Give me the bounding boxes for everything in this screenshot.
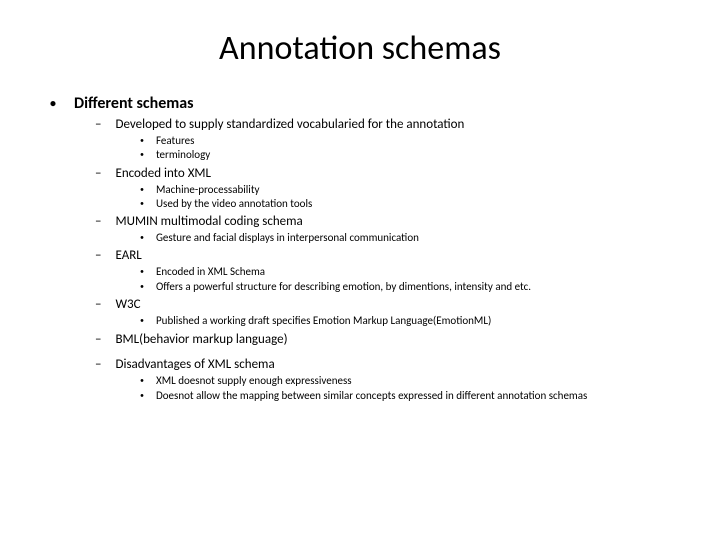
level2-item: – MUMIN multimodal coding schema	[95, 214, 690, 229]
level3-item: • Features	[140, 134, 690, 148]
dash-icon: –	[95, 166, 101, 181]
level3-item: • XML doesnot supply enough expressivenes…	[140, 374, 690, 388]
bullet-icon: •	[140, 233, 144, 243]
bullet-icon: •	[140, 136, 144, 146]
level2-group: – W3C • Published a working draft specifi…	[30, 297, 690, 328]
dash-icon: –	[95, 117, 101, 132]
dash-icon: –	[95, 214, 101, 229]
bullet-icon: •	[140, 150, 144, 160]
level3-item: • Machine-processability	[140, 183, 690, 197]
level2-item: – Developed to supply standardized vocab…	[95, 117, 690, 132]
bullet-icon: •	[140, 185, 144, 195]
level2-group: – EARL • Encoded in XML Schema • Offers a …	[30, 248, 690, 294]
level3-item: • Gesture and facial displays in interper…	[140, 231, 690, 245]
level3-item: • Used by the video annotation tools	[140, 197, 690, 211]
level3-label: Machine-processability	[156, 183, 260, 197]
level2-group: – Encoded into XML • Machine-processabili…	[30, 166, 690, 212]
slide-title: Annotation schemas	[30, 28, 690, 69]
level3-item: • Encoded in XML Schema	[140, 265, 690, 279]
level3-label: Features	[156, 134, 194, 148]
level2-item: – W3C	[95, 297, 690, 312]
level2-label: Disadvantages of XML schema	[115, 357, 274, 372]
level3-label: Used by the video annotation tools	[156, 197, 312, 211]
level2-group: – Disadvantages of XML schema • XML doesn…	[30, 357, 690, 403]
level2-group: – Developed to supply standardized vocab…	[30, 117, 690, 163]
bullet-icon: •	[140, 316, 144, 326]
level1-item: • Different schemas	[50, 94, 690, 113]
level3-label: Encoded in XML Schema	[156, 265, 265, 279]
level2-label: Developed to supply standardized vocabul…	[115, 117, 464, 132]
bullet-icon: •	[50, 97, 56, 111]
bullet-icon: •	[140, 391, 144, 401]
level2-label: MUMIN multimodal coding schema	[115, 214, 302, 229]
level3-label: Doesnot allow the mapping between simila…	[156, 389, 587, 403]
level2-label: Encoded into XML	[115, 166, 211, 181]
level3-label: XML doesnot supply enough expressiveness	[156, 374, 352, 388]
level2-label: BML(behavior markup language)	[115, 332, 287, 347]
level3-item: • Doesnot allow the mapping between simil…	[140, 389, 690, 403]
level3-label: terminology	[156, 148, 210, 162]
bullet-icon: •	[140, 282, 144, 292]
level2-group: – MUMIN multimodal coding schema • Gestur…	[30, 214, 690, 245]
bullet-icon: •	[140, 267, 144, 277]
dash-icon: –	[95, 332, 101, 347]
dash-icon: –	[95, 357, 101, 372]
level2-label: EARL	[115, 248, 141, 263]
dash-icon: –	[95, 297, 101, 312]
level2-item: – Disadvantages of XML schema	[95, 357, 690, 372]
level2-group: – BML(behavior markup language)	[30, 332, 690, 347]
dash-icon: –	[95, 248, 101, 263]
bullet-icon: •	[140, 376, 144, 386]
level3-label: Gesture and facial displays in interpers…	[156, 231, 419, 245]
level1-label: Different schemas	[74, 94, 194, 113]
level2-item: – BML(behavior markup language)	[95, 332, 690, 347]
level3-item: • Published a working draft specifies Emo…	[140, 314, 690, 328]
level2-item: – EARL	[95, 248, 690, 263]
level3-item: • terminology	[140, 148, 690, 162]
level2-item: – Encoded into XML	[95, 166, 690, 181]
level3-label: Offers a powerful structure for describi…	[156, 280, 531, 294]
bullet-icon: •	[140, 199, 144, 209]
level2-label: W3C	[115, 297, 140, 312]
level3-label: Published a working draft specifies Emot…	[156, 314, 491, 328]
slide-container: Annotation schemas • Different schemas –…	[0, 0, 720, 426]
level3-item: • Offers a powerful structure for describ…	[140, 280, 690, 294]
